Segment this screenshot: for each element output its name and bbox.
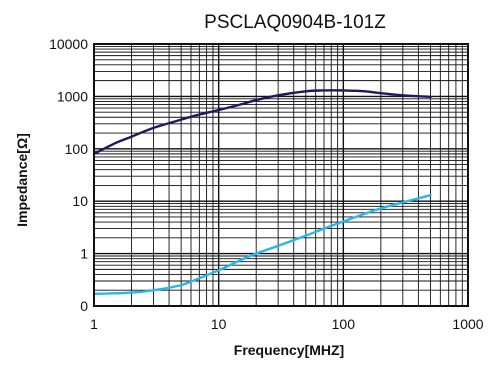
- x-tick-label: 1: [90, 316, 98, 332]
- series-line-2: [92, 194, 432, 296]
- y-tick-label: 10: [72, 193, 88, 209]
- x-axis-label: Frequency[MHZ]: [234, 342, 344, 358]
- series-line-1: [92, 89, 432, 156]
- plot-frame: [93, 43, 469, 307]
- y-tick-label: 100: [65, 141, 89, 157]
- x-tick-label: 1000: [452, 316, 483, 332]
- y-tick-label: 0: [80, 298, 88, 314]
- series-layer: [92, 89, 432, 296]
- x-tick-label: 100: [332, 316, 356, 332]
- chart-title: PSCLAQ0904B-101Z: [204, 12, 386, 33]
- y-axis-label: Impedance[Ω]: [14, 133, 30, 227]
- y-tick-label: 10000: [49, 36, 88, 52]
- x-tick-label: 10: [211, 316, 227, 332]
- y-tick-label: 1: [80, 246, 88, 262]
- plot-grid: [93, 44, 468, 307]
- y-tick-label: 1000: [57, 88, 88, 104]
